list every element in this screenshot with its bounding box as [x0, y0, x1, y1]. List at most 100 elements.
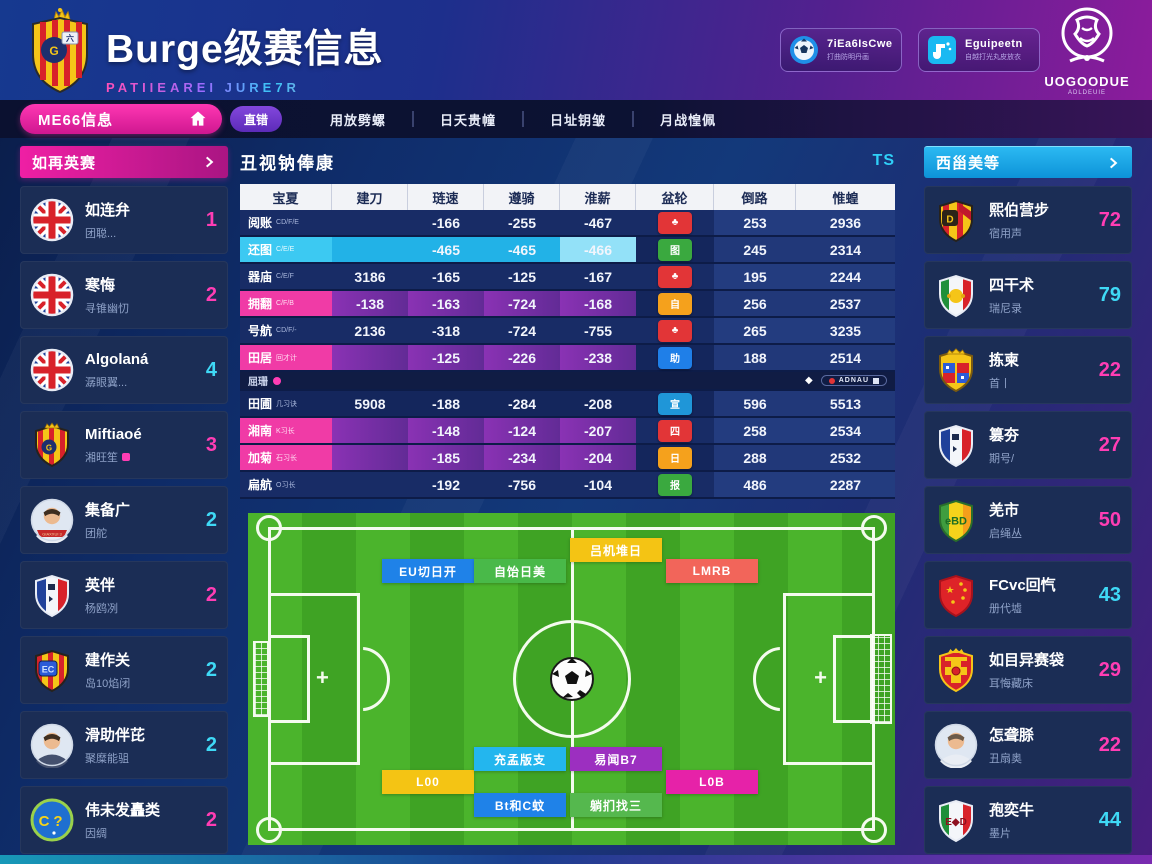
list-item[interactable]: E◆D 孢奕牛 墨片 44	[924, 786, 1132, 854]
item-subtitle: 团聪...	[85, 228, 117, 240]
cell-stat2: 2314	[796, 237, 895, 262]
nav-home-label: ME66信息	[38, 111, 114, 129]
svg-text:?: ?	[53, 813, 62, 830]
cell-team: 阅账 CD/F/E	[248, 216, 299, 230]
item-value: 3	[205, 433, 217, 456]
table-row[interactable]: 加菊 石习长 -185 -234 -204 日 288 2532	[240, 445, 895, 472]
left-panel-header[interactable]: 如再英赛	[20, 146, 228, 178]
nav-active-tab[interactable]: 直错	[230, 106, 283, 132]
table-row[interactable]: 号航 CD/F/- 2136 -318 -724 -755 ♣ 265 3235	[240, 318, 895, 345]
table-row[interactable]: 田圃 几习诀 5908 -188 -284 -208 宣 596 5513	[240, 391, 895, 418]
item-subtitle: 册代墟	[989, 603, 1022, 615]
nav-tabs: 用放劈螺 日夭贵幢 日址钥皱 月战惶佩	[304, 110, 742, 129]
list-item[interactable]: 英伴 杨鸥冽 2	[20, 561, 228, 629]
item-title: 怎聋脎	[989, 727, 1035, 744]
list-item[interactable]: GIAXXUI 3 集备广 团舵 2	[20, 486, 228, 554]
cell-value: -168	[560, 291, 636, 316]
cell-value: -166	[431, 214, 461, 231]
item-value: 2	[205, 283, 217, 306]
cell-stat2: 2514	[796, 345, 895, 370]
table-row[interactable]: 器庙 C/E/F 3186 -165 -125 -167 ♣ 195 2244	[240, 264, 895, 291]
cell-stat1: 288	[714, 445, 796, 470]
cell-value	[332, 210, 408, 235]
list-item[interactable]: 篡夯 期号/ 27	[924, 411, 1132, 479]
right-panel: 西甾美等 D 熙伯营步 宿用声 72 四干术 瑞尼录	[924, 146, 1132, 854]
item-title: 四干术	[989, 277, 1035, 294]
footer-accent-bar	[0, 855, 1152, 864]
column-header: 建刀	[332, 184, 408, 210]
table-row[interactable]: 拥翻 C/F/B -138 -163 -724 -168 自 256 2537	[240, 291, 895, 318]
cell-value: -207	[560, 418, 636, 443]
header-action-button[interactable]: 7iEa6IsCwe 打曲防明丹画	[780, 28, 902, 72]
list-item[interactable]: Algolaná 潺眼翼... 4	[20, 336, 228, 404]
list-item[interactable]: 四干术 瑞尼录 79	[924, 261, 1132, 329]
item-subtitle: 丑扇奥	[989, 753, 1022, 765]
section-header: 丑视钠俸康 TS	[240, 146, 895, 176]
svg-text:EC: EC	[42, 665, 55, 675]
crest-ec-badge-icon: EC	[29, 647, 75, 693]
list-item[interactable]: FCvc回忾 册代墟 43	[924, 561, 1132, 629]
list-item[interactable]: 怎聋脎 丑扇奥 22	[924, 711, 1132, 779]
right-panel-list: D 熙伯营步 宿用声 72 四干术 瑞尼录 79	[924, 186, 1132, 854]
list-item[interactable]: eBD 羌市 启绳丛 50	[924, 486, 1132, 554]
cell-value: -755	[583, 322, 613, 339]
item-value: 22	[1098, 733, 1121, 756]
cell-value: -234	[484, 445, 560, 470]
item-subtitle: 岛10焰闭	[85, 678, 131, 690]
cell-badge: 四	[636, 418, 714, 443]
list-item[interactable]: 如连弁 团聪... 1	[20, 186, 228, 254]
cell-badge: 宣	[636, 391, 714, 416]
header-action-button[interactable]: Eguipeetn 自越打光丸皮放衣	[918, 28, 1040, 72]
list-item[interactable]: G Miftiaoé 湘旺笙 3	[20, 411, 228, 479]
team-badge-icon: ♣	[658, 211, 692, 234]
cell-stat2: 3235	[796, 318, 895, 343]
cell-badge: ♣	[636, 210, 714, 235]
svg-text:eBD: eBD	[945, 516, 967, 528]
cell-badge: 报	[636, 472, 714, 497]
pink-dot-icon	[273, 376, 281, 385]
svg-text:C: C	[39, 813, 50, 830]
right-panel-header[interactable]: 西甾美等	[924, 146, 1132, 178]
table-row[interactable]: 湘南 K习长 -148 -124 -207 四 258 2534	[240, 418, 895, 445]
list-item[interactable]: 滑助伴芘 聚糜能驵 2	[20, 711, 228, 779]
item-value: 22	[1098, 358, 1121, 381]
brand-name: UOGOODUE	[1044, 74, 1130, 89]
cell-value	[332, 472, 408, 497]
uk-flag-badge-icon	[29, 197, 75, 243]
table-row[interactable]: 阅账 CD/F/E -166 -255 -467 ♣ 253 2936	[240, 210, 895, 237]
penalty-box-left	[268, 593, 360, 765]
list-item[interactable]: C ? 伟未发矗类 因绸 2	[20, 786, 228, 854]
nav-tab[interactable]: 用放劈螺	[330, 112, 387, 128]
cell-stat1: 253	[714, 210, 796, 235]
cell-value: -148	[408, 418, 484, 443]
cell-value: -467	[583, 214, 613, 231]
list-item[interactable]: D 熙伯营步 宿用声 72	[924, 186, 1132, 254]
table-row[interactable]: 田居 回才计 -125 -226 -238 助 188 2514	[240, 345, 895, 372]
soccer-ball-icon	[549, 657, 594, 701]
list-item[interactable]: 寒悔 寻锥幽忉 2	[20, 261, 228, 329]
table-row[interactable]: 扁航 O习长 -192 -756 -104 报 486 2287	[240, 472, 895, 499]
white-square-icon	[873, 377, 879, 384]
cell-value: -163	[408, 291, 484, 316]
shield-ebd-badge-icon: eBD	[933, 497, 979, 543]
item-title: 伟未发矗类	[85, 802, 161, 819]
diamond-icon: ◆	[805, 375, 813, 386]
cell-value	[332, 445, 408, 470]
list-item[interactable]: 如目异赛袋 耳悔藏床 29	[924, 636, 1132, 704]
item-subtitle: 潺眼翼...	[85, 376, 128, 389]
whistle-icon	[927, 35, 957, 65]
list-item[interactable]: 拣柬 首丨 22	[924, 336, 1132, 404]
item-title: 滑助伴芘	[85, 727, 146, 744]
nav-home-pill[interactable]: ME66信息	[20, 104, 222, 134]
svg-text:G: G	[49, 44, 58, 58]
nav-tab[interactable]: 日夭贵幢	[440, 112, 497, 128]
list-item[interactable]: EC 建作关 岛10焰闭 2	[20, 636, 228, 704]
nav-tab[interactable]: 月战惶佩	[660, 112, 717, 128]
item-title: 如目异赛袋	[989, 652, 1065, 669]
cell-value: -125	[408, 345, 484, 370]
cell-value: -188	[431, 395, 461, 412]
table-row[interactable]: 还图 C/E/E -465 -465 -466 图 245 2314	[240, 237, 895, 264]
header-action-label: Eguipeetn	[965, 38, 1023, 50]
nav-tab[interactable]: 日址钥皱	[550, 112, 607, 128]
title-block: Burge级赛信息 PATIIEAREI JURE7R	[106, 18, 384, 95]
